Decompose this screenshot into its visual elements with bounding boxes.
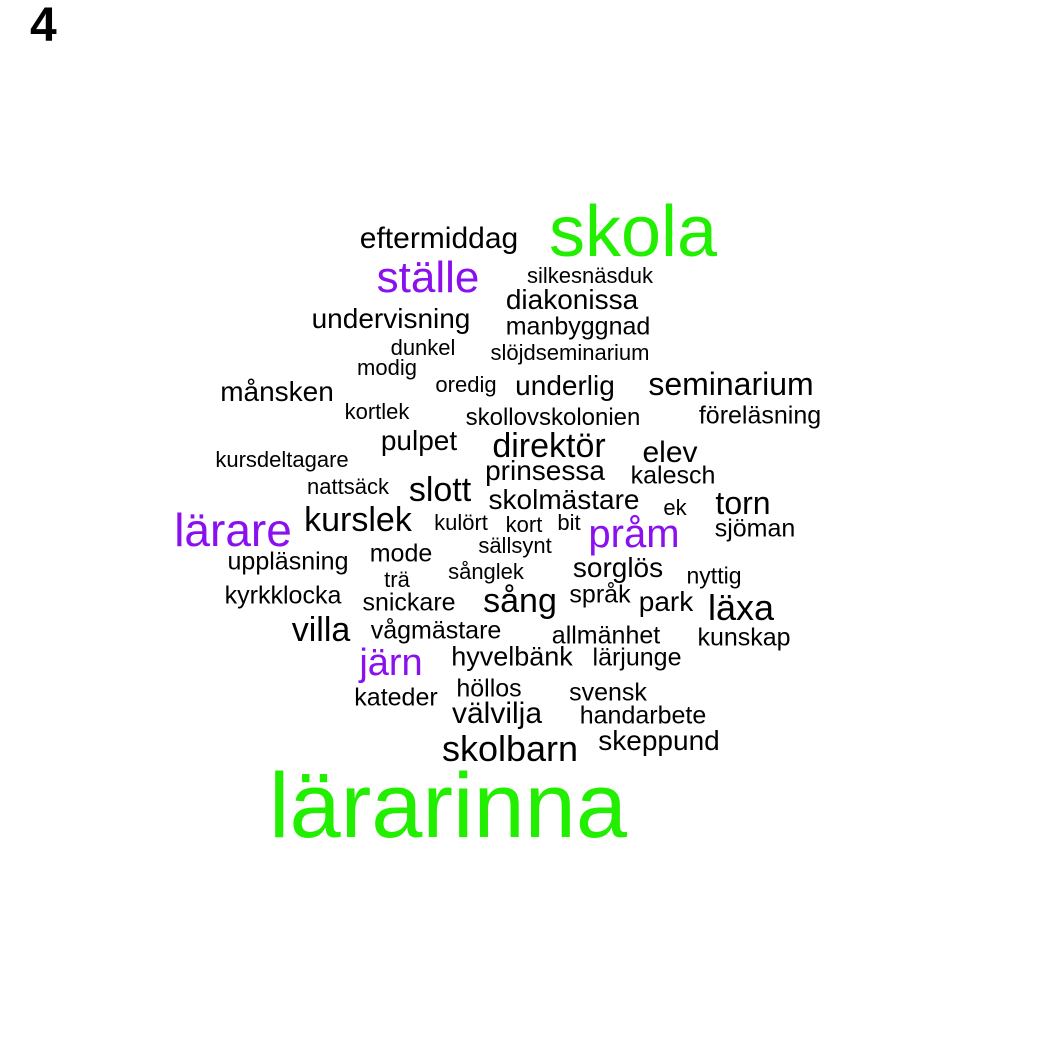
word-stalle: ställe bbox=[376, 253, 480, 302]
word-hollos: höllos bbox=[456, 674, 522, 703]
word-laxa: läxa bbox=[707, 587, 775, 628]
word-hyvelbank: hyvelbänk bbox=[451, 641, 573, 672]
word-oredig: oredig bbox=[435, 372, 497, 397]
word-lararinna: lärarinna bbox=[269, 755, 627, 857]
word-manbyggnad: manbyggnad bbox=[505, 312, 651, 341]
word-larjunge: lärjunge bbox=[592, 643, 682, 672]
word-kalesch: kalesch bbox=[630, 461, 716, 490]
word-skollovskolonien: skollovskolonien bbox=[465, 404, 641, 431]
word-kyrkklocka: kyrkklocka bbox=[224, 581, 342, 610]
word-skola: skola bbox=[548, 192, 718, 272]
word-silkesnasduk: silkesnäsduk bbox=[527, 263, 653, 288]
word-forelasning: föreläsning bbox=[698, 401, 822, 430]
word-nyttig: nyttig bbox=[686, 562, 742, 589]
word-vagmastare: vågmästare bbox=[370, 616, 502, 645]
word-diakonissa: diakonissa bbox=[505, 284, 639, 315]
word-pulpet: pulpet bbox=[380, 425, 458, 456]
word-modig: modig bbox=[357, 355, 417, 380]
word-skolbarn: skolbarn bbox=[441, 728, 579, 769]
word-bit: bit bbox=[557, 510, 581, 535]
word-skeppund: skeppund bbox=[598, 725, 720, 756]
word-underlig: underlig bbox=[515, 370, 615, 401]
word-direktor: direktör bbox=[492, 427, 606, 465]
word-undervisning: undervisning bbox=[311, 303, 471, 334]
word-upplasning: uppläsning bbox=[227, 547, 349, 576]
word-pram: pråm bbox=[588, 512, 680, 556]
word-svensk: svensk bbox=[569, 678, 647, 707]
word-handarbete: handarbete bbox=[579, 701, 707, 730]
word-villa: villa bbox=[291, 611, 351, 649]
word-nattsack: nattsäck bbox=[307, 474, 389, 499]
word-snickare: snickare bbox=[362, 588, 456, 617]
word-elev: elev bbox=[642, 436, 698, 469]
word-torn: torn bbox=[715, 485, 771, 521]
word-kort: kort bbox=[505, 512, 543, 537]
word-sanglek: sånglek bbox=[448, 559, 524, 584]
word-ek: ek bbox=[663, 495, 687, 520]
word-sjoman: sjöman bbox=[714, 514, 796, 543]
word-seminarium: seminarium bbox=[648, 366, 814, 402]
word-kursdeltagare: kursdeltagare bbox=[215, 447, 349, 472]
word-prinsessa: prinsessa bbox=[485, 455, 605, 486]
word-allmanhet: allmänhet bbox=[551, 621, 661, 650]
word-larare: lärare bbox=[174, 504, 292, 556]
word-eftermiddag: eftermiddag bbox=[359, 222, 519, 255]
panel-label: 4 bbox=[30, 0, 57, 52]
word-dunkel: dunkel bbox=[390, 335, 456, 360]
word-slott: slott bbox=[408, 471, 472, 509]
word-sprak: språk bbox=[569, 580, 631, 609]
word-kunskap: kunskap bbox=[697, 623, 791, 652]
word-kortlek: kortlek bbox=[344, 399, 410, 424]
word-slojdseminarium: slöjdseminarium bbox=[490, 340, 650, 365]
word-skolmastare: skolmästare bbox=[488, 484, 640, 515]
word-jarn: järn bbox=[359, 642, 423, 684]
word-mode: mode bbox=[369, 539, 433, 568]
word-kateder: kateder bbox=[354, 683, 438, 712]
word-sorglos: sorglös bbox=[572, 552, 664, 583]
word-kurslek: kurslek bbox=[304, 501, 412, 539]
word-park: park bbox=[638, 586, 694, 617]
word-tra: trä bbox=[384, 567, 410, 592]
word-valvilja: välvilja bbox=[451, 697, 543, 730]
word-sang: sång bbox=[483, 582, 557, 620]
word-sallsynt: sällsynt bbox=[478, 533, 552, 558]
word-kulort: kulört bbox=[434, 510, 488, 535]
word-mansken: månsken bbox=[220, 376, 334, 407]
